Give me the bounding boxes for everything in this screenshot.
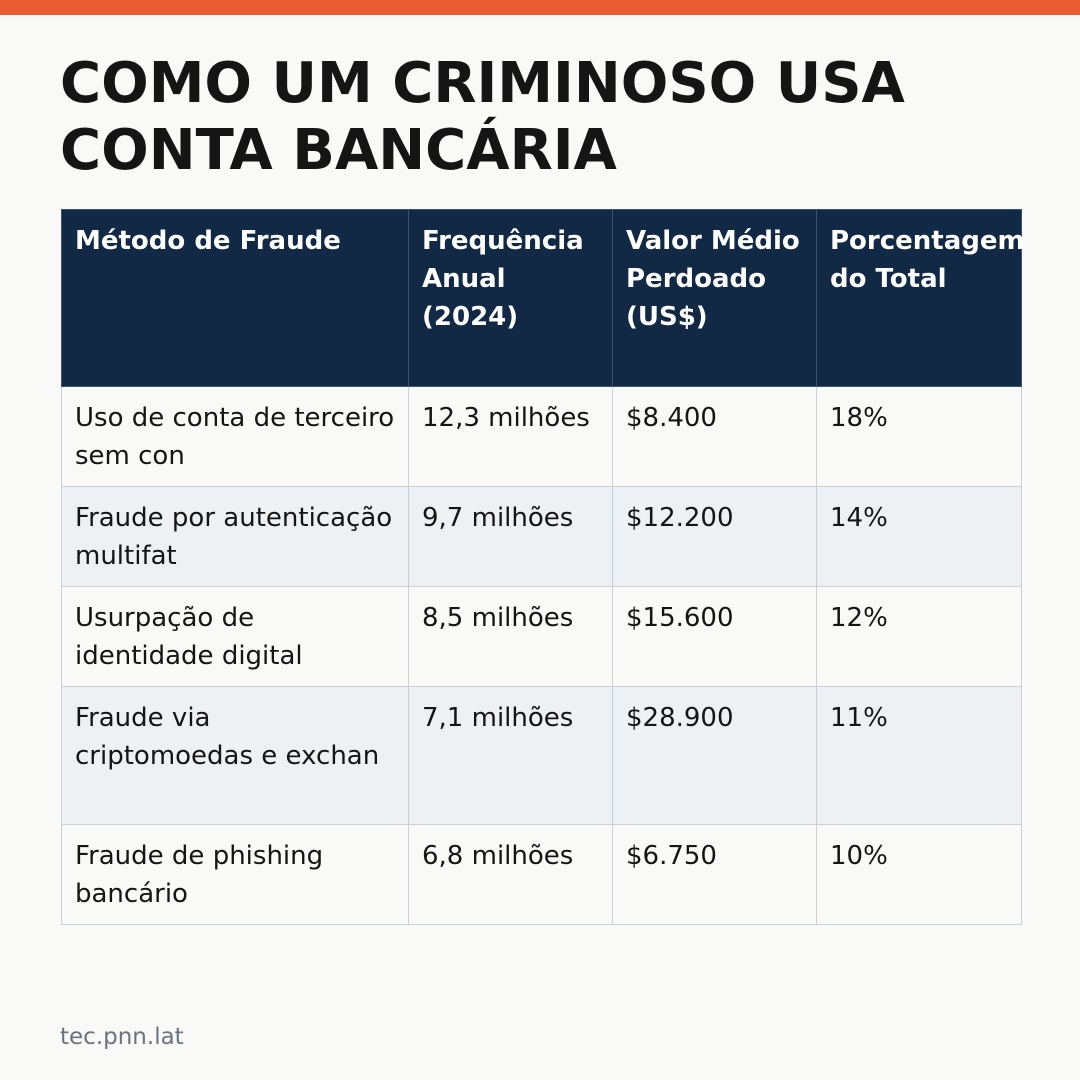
footer-domain: tec.pnn.lat — [60, 1024, 184, 1050]
cell-percentage: 10% — [816, 824, 1022, 925]
cell-average-value: $28.900 — [612, 686, 817, 825]
cell-method: Fraude via criptomoedas e exchan — [61, 686, 409, 825]
top-accent-bar — [0, 0, 1080, 15]
cell-frequency: 9,7 milhões — [408, 486, 613, 587]
cell-method: Fraude de phishing bancário — [61, 824, 409, 925]
table-row: Fraude por autenticação multifat 9,7 mil… — [61, 486, 1022, 587]
column-header-frequency: Frequência Anual (2024) — [408, 209, 613, 387]
cell-percentage: 11% — [816, 686, 1022, 825]
column-header-method: Método de Fraude — [61, 209, 409, 387]
cell-percentage: 18% — [816, 386, 1022, 487]
cell-frequency: 6,8 milhões — [408, 824, 613, 925]
table-header-row: Método de Fraude Frequência Anual (2024)… — [61, 209, 1025, 387]
cell-frequency: 7,1 milhões — [408, 686, 613, 825]
cell-average-value: $8.400 — [612, 386, 817, 487]
column-header-average-value: Valor Médio Perdoado (US$) — [612, 209, 817, 387]
cell-method: Usurpação de identidade digital — [61, 586, 409, 687]
table-row: Fraude via criptomoedas e exchan 7,1 mil… — [61, 686, 1022, 825]
page-title: COMO UM CRIMINOSO USA CONTA BANCÁRIA — [60, 51, 905, 183]
cell-frequency: 12,3 milhões — [408, 386, 613, 487]
cell-average-value: $12.200 — [612, 486, 817, 587]
cell-percentage: 12% — [816, 586, 1022, 687]
cell-frequency: 8,5 milhões — [408, 586, 613, 687]
cell-average-value: $15.600 — [612, 586, 817, 687]
table-row: Uso de conta de terceiro sem con 12,3 mi… — [61, 386, 1022, 487]
column-header-percentage: Porcentagem do Total — [816, 209, 1025, 387]
table-row: Fraude de phishing bancário 6,8 milhões … — [61, 824, 1022, 925]
cell-average-value: $6.750 — [612, 824, 817, 925]
cell-percentage: 14% — [816, 486, 1022, 587]
table-row: Usurpação de identidade digital 8,5 milh… — [61, 586, 1022, 687]
fraud-methods-table: Método de Fraude Frequência Anual (2024)… — [61, 209, 1025, 925]
cell-method: Fraude por autenticação multifat — [61, 486, 409, 587]
cell-method: Uso de conta de terceiro sem con — [61, 386, 409, 487]
